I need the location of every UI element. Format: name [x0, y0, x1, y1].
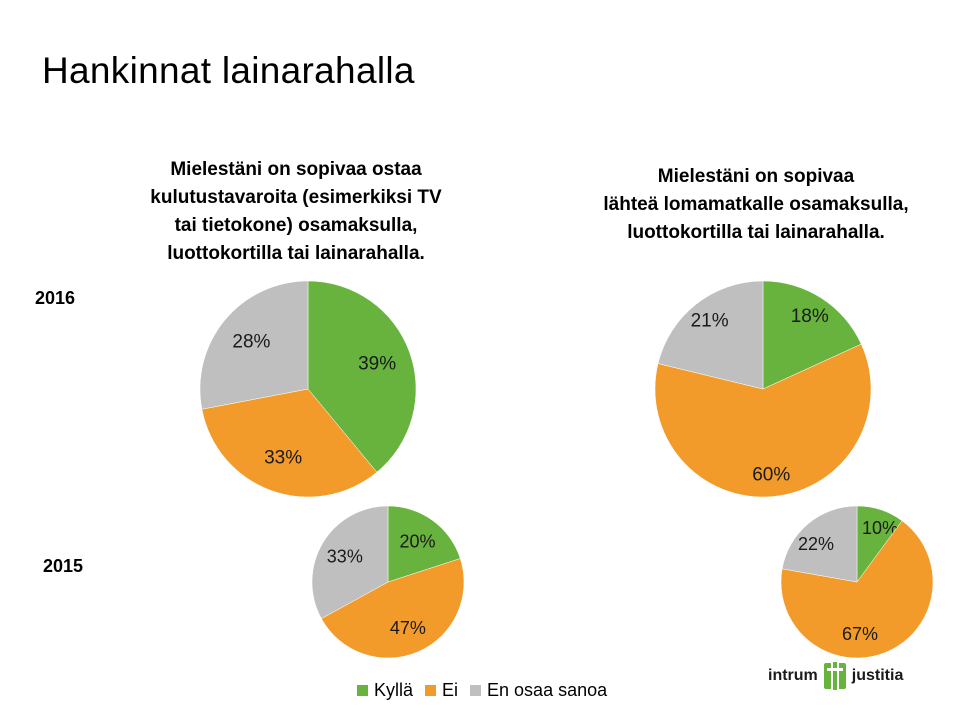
legend-label-en-osaa-sanoa: En osaa sanoa: [487, 679, 608, 700]
pie-data-label-en-osaa-sanoa: 22%: [798, 534, 834, 554]
intrum-justitia-logo: intrum justitia: [768, 658, 928, 694]
pie-slice-kylla: [387, 505, 461, 583]
pie-slice-en-osaa-sanoa: [199, 280, 309, 410]
chart-title-line: kulutustavaroita (esimerkiksi TV: [150, 187, 442, 208]
pie-data-label-ei: 67%: [842, 624, 878, 644]
pie-slice-kylla: [762, 280, 862, 390]
chart-legend: Kyllä Ei En osaa sanoa: [357, 679, 619, 701]
pie-data-label-kylla: 39%: [358, 354, 396, 375]
chart-title-consumer-goods: Mielestäni on sopivaa ostaa kulutustavar…: [86, 156, 506, 268]
pie-data-label-en-osaa-sanoa: 21%: [691, 311, 729, 332]
chart-title-line: Mielestäni on sopivaa ostaa: [170, 159, 422, 180]
pie-data-label-ei: 60%: [752, 465, 790, 486]
pie-slice-en-osaa-sanoa: [311, 505, 389, 619]
chart-title-line: tai tietokone) osamaksulla,: [174, 215, 418, 236]
logo-word-intrum: intrum: [768, 667, 818, 684]
pie-slice-en-osaa-sanoa: [781, 505, 858, 583]
pie-data-label-kylla: 18%: [791, 306, 829, 327]
chart-title-line: luottokortilla tai lainarahalla.: [627, 222, 885, 243]
pie-consumer-goods-2015: 20% 47% 33%: [311, 505, 465, 659]
logo-word-justitia: justitia: [851, 667, 904, 684]
legend-item-ei: Ei: [425, 680, 458, 701]
chart-title-line: luottokortilla tai lainarahalla.: [167, 243, 425, 264]
chart-title-line: Mielestäni on sopivaa: [657, 166, 855, 187]
legend-label-kylla: Kyllä: [374, 679, 414, 700]
pie-holiday-trip-2015: 10% 67% 22%: [780, 505, 934, 659]
pie-data-label-en-osaa-sanoa: 33%: [327, 546, 363, 566]
legend-label-ei: Ei: [442, 679, 459, 700]
legend-swatch-kylla: [357, 684, 368, 696]
legend-item-en-osaa-sanoa: En osaa sanoa: [470, 680, 607, 701]
pie-slice-en-osaa-sanoa: [657, 280, 764, 390]
page-title: Hankinnat lainarahalla: [42, 50, 415, 91]
pie-slice-ei: [201, 388, 378, 498]
pie-data-label-en-osaa-sanoa: 28%: [232, 332, 270, 353]
pie-slice-ei: [654, 343, 872, 498]
chart-title-holiday-trip: Mielestäni on sopivaa lähteä lomamatkall…: [546, 163, 960, 247]
pie-data-label-kylla: 10%: [862, 518, 898, 538]
pie-consumer-goods-2016: 39% 33% 28%: [199, 280, 417, 498]
intrum-justitia-logo-icon: [823, 660, 846, 692]
pie-data-label-kylla: 20%: [399, 531, 435, 551]
pie-slice-kylla: [307, 280, 417, 473]
legend-item-kylla: Kyllä: [357, 680, 413, 701]
pie-data-label-ei: 33%: [264, 448, 302, 469]
pie-holiday-trip-2016: 18% 60% 21%: [654, 280, 872, 498]
pie-slice-ei: [780, 520, 934, 659]
year-label-2015: 2015: [43, 556, 84, 576]
pie-slice-ei: [321, 558, 465, 659]
chart-title-line: lähteä lomamatkalle osamaksulla,: [603, 194, 909, 215]
year-label-2016: 2016: [35, 288, 76, 308]
legend-swatch-en-osaa-sanoa: [470, 684, 482, 696]
legend-swatch-ei: [425, 684, 437, 696]
pie-data-label-ei: 47%: [390, 618, 426, 638]
